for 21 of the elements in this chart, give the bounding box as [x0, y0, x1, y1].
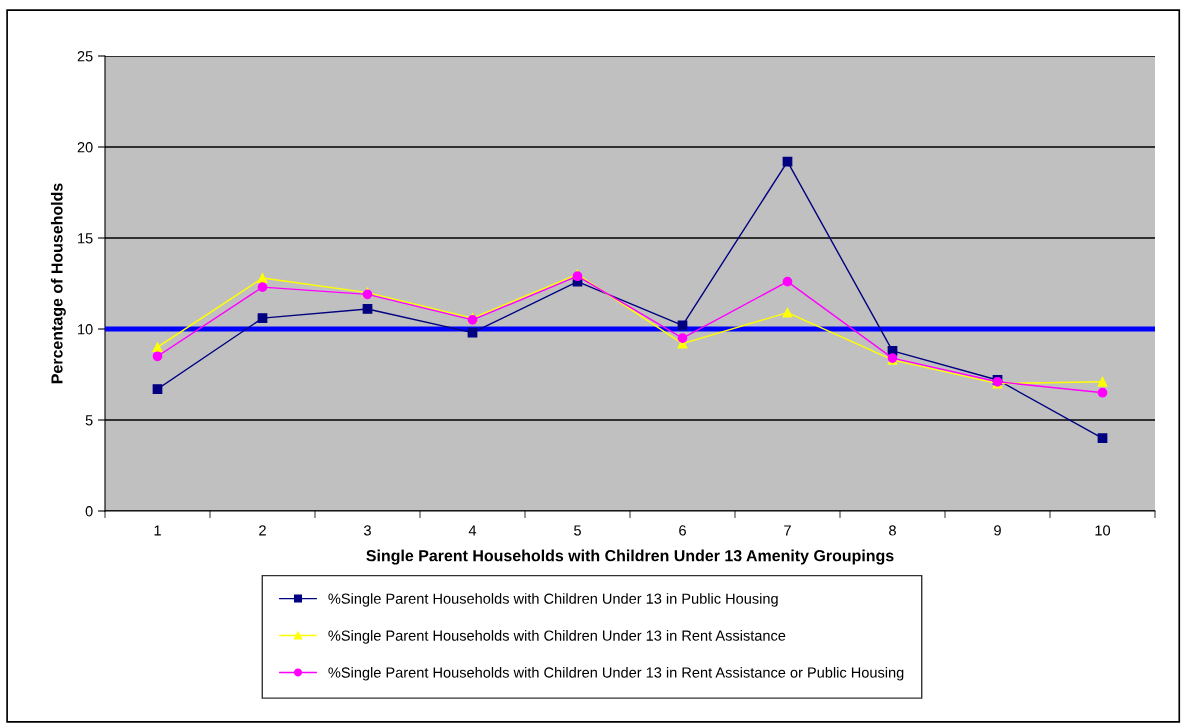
y-tick-label: 20 [77, 142, 93, 153]
x-axis-title: Single Parent Households with Children Under 13 Amenity Groupings [366, 549, 894, 565]
y-axis-title: Percentage of Households [50, 183, 66, 384]
x-tick-label: 7 [784, 525, 791, 536]
x-tick-label: 1 [154, 525, 161, 536]
x-tick-label: 3 [364, 525, 371, 536]
x-tick-label: 4 [468, 525, 477, 536]
x-tick-label: 5 [574, 525, 581, 536]
y-tick-label: 15 [78, 233, 93, 244]
x-tick-label: 9 [994, 525, 1001, 536]
legend-label: %Single Parent Households with Children Under 13 in Rent Assistance or Public Housing [328, 666, 904, 681]
y-tick-label: 25 [77, 51, 93, 62]
x-tick-label: 2 [259, 525, 266, 536]
legend-label: %Single Parent Households with Children Under 13 in Rent Assistance [328, 630, 786, 644]
legend-label: %Single Parent Households with Children Under 13 in Public Housing [328, 593, 778, 607]
y-tick-label: 5 [85, 415, 93, 426]
y-tick-label: 10 [78, 324, 93, 335]
x-tick-label: 6 [679, 525, 686, 536]
y-tick-label: 0 [85, 506, 93, 517]
x-tick-label: 8 [889, 525, 896, 536]
x-tick-label: 10 [1095, 525, 1111, 536]
